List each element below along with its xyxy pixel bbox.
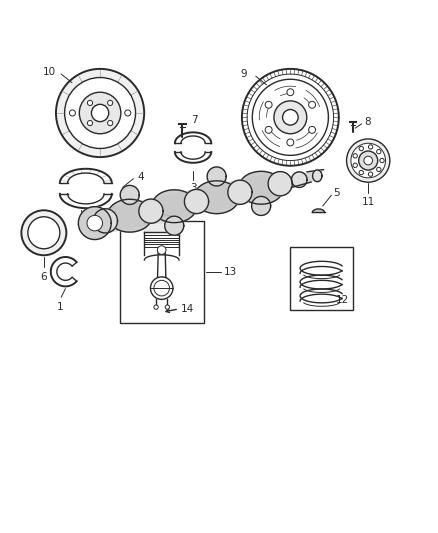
Circle shape bbox=[69, 110, 75, 116]
Circle shape bbox=[265, 101, 272, 108]
Circle shape bbox=[151, 277, 173, 300]
Polygon shape bbox=[106, 199, 151, 233]
Polygon shape bbox=[312, 209, 325, 213]
Circle shape bbox=[283, 109, 298, 125]
Circle shape bbox=[287, 89, 294, 96]
Text: 6: 6 bbox=[41, 272, 47, 281]
Text: 9: 9 bbox=[240, 69, 247, 79]
Circle shape bbox=[154, 280, 170, 296]
Circle shape bbox=[380, 158, 384, 163]
Polygon shape bbox=[145, 215, 179, 223]
Circle shape bbox=[359, 151, 378, 170]
Circle shape bbox=[242, 69, 339, 166]
Polygon shape bbox=[151, 189, 197, 223]
Circle shape bbox=[359, 147, 364, 151]
Circle shape bbox=[157, 246, 166, 254]
Circle shape bbox=[377, 149, 381, 154]
Circle shape bbox=[274, 101, 307, 134]
Circle shape bbox=[377, 167, 381, 172]
Polygon shape bbox=[184, 189, 208, 214]
Circle shape bbox=[79, 92, 121, 134]
Circle shape bbox=[287, 139, 294, 146]
Polygon shape bbox=[251, 197, 271, 215]
Circle shape bbox=[309, 101, 315, 108]
Polygon shape bbox=[197, 180, 240, 214]
Polygon shape bbox=[194, 181, 239, 214]
Polygon shape bbox=[240, 172, 280, 204]
Polygon shape bbox=[291, 169, 324, 188]
Polygon shape bbox=[107, 199, 152, 232]
Circle shape bbox=[309, 126, 315, 133]
Circle shape bbox=[88, 100, 92, 106]
Text: 7: 7 bbox=[191, 115, 198, 125]
Polygon shape bbox=[239, 171, 284, 204]
Circle shape bbox=[364, 156, 372, 165]
Circle shape bbox=[368, 172, 373, 176]
Circle shape bbox=[88, 120, 92, 126]
Circle shape bbox=[265, 126, 272, 133]
Circle shape bbox=[353, 154, 357, 158]
Polygon shape bbox=[93, 209, 117, 233]
Text: 14: 14 bbox=[181, 304, 194, 314]
Text: 5: 5 bbox=[334, 188, 340, 198]
Bar bbox=[120, 221, 204, 322]
Text: 3: 3 bbox=[190, 183, 196, 193]
Circle shape bbox=[165, 305, 170, 309]
Text: 1: 1 bbox=[57, 302, 63, 311]
Polygon shape bbox=[207, 167, 226, 186]
Circle shape bbox=[108, 120, 113, 126]
Circle shape bbox=[359, 171, 364, 175]
Polygon shape bbox=[78, 207, 111, 239]
Circle shape bbox=[87, 215, 102, 231]
Text: 12: 12 bbox=[336, 295, 349, 305]
Text: 8: 8 bbox=[364, 117, 371, 127]
Circle shape bbox=[154, 305, 158, 309]
Circle shape bbox=[353, 163, 357, 167]
Polygon shape bbox=[152, 190, 197, 223]
Polygon shape bbox=[228, 180, 252, 204]
Text: 10: 10 bbox=[42, 67, 56, 77]
Polygon shape bbox=[313, 170, 322, 182]
Text: 11: 11 bbox=[361, 197, 375, 207]
Circle shape bbox=[346, 139, 390, 182]
Circle shape bbox=[368, 145, 373, 149]
Polygon shape bbox=[120, 185, 139, 205]
Text: 13: 13 bbox=[223, 267, 237, 277]
Circle shape bbox=[92, 104, 109, 122]
Text: 4: 4 bbox=[138, 172, 145, 182]
Polygon shape bbox=[268, 172, 292, 196]
Polygon shape bbox=[291, 172, 307, 188]
Bar bbox=[290, 247, 353, 310]
Circle shape bbox=[56, 69, 144, 157]
Polygon shape bbox=[139, 199, 163, 223]
Circle shape bbox=[108, 100, 113, 106]
Circle shape bbox=[351, 143, 385, 178]
Circle shape bbox=[125, 110, 131, 116]
Circle shape bbox=[21, 211, 66, 255]
Circle shape bbox=[65, 77, 135, 149]
Polygon shape bbox=[165, 216, 184, 235]
Circle shape bbox=[28, 217, 60, 249]
Text: 2: 2 bbox=[78, 223, 85, 233]
